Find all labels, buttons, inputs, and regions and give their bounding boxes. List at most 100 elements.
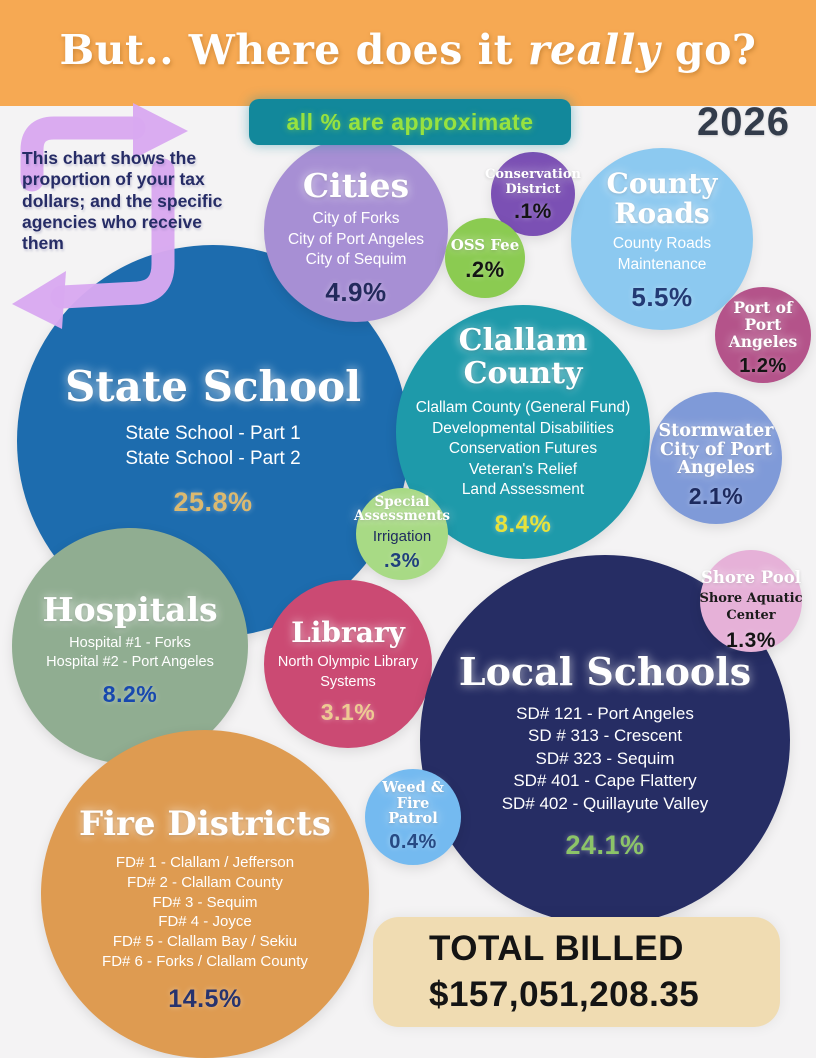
bubble-content: Hospitals Hospital #1 - Forks Hospital #2 … (42, 589, 218, 709)
bubble-subagency: Developmental Disabilities (432, 419, 614, 437)
intro-text: This chart shows the proportion of your … (22, 148, 223, 254)
bubble-title: Stormwater City of Port Angeles (658, 420, 774, 479)
bubble-title: State School (64, 361, 362, 411)
bubble-title: Hospitals (42, 589, 218, 629)
bubble-subagency: FD# 1 - Clallam / Jefferson (115, 853, 295, 871)
bubble-conservation-district: Conservation District .1% (485, 152, 581, 236)
bubble-title: Special Assessments (354, 493, 450, 525)
bubble-content: Shore Pool Shore Aquatic Center 1.3% (699, 569, 802, 652)
bubble-subagency: Hospital #2 - Port Angeles (46, 654, 214, 671)
bubble-content: Conservation District .1% (485, 168, 581, 223)
bubble-content: Local Schools SD# 121 - Port Angeles SD # … (459, 651, 751, 861)
bubble-subagency: Conservation Futures (448, 440, 598, 458)
bubble-subagency: Systems (320, 673, 376, 690)
bubble-subagency: Veteran's Relief (468, 460, 578, 478)
bubble-subagency-list: FD# 1 - Clallam / Jefferson FD# 2 - Clall… (102, 853, 308, 972)
bubble-subagency: FD# 6 - Forks / Clallam County (102, 952, 308, 970)
bubble-percentage: .2% (465, 256, 505, 282)
bubble-fire-districts: Fire Districts FD# 1 - Clallam / Jefferso… (41, 730, 369, 1058)
bubble-percentage: 8.2% (102, 681, 158, 708)
bubble-content: Library North Olympic Library Systems 3.1% (278, 618, 418, 725)
total-billed-label: TOTAL BILLED (429, 928, 684, 968)
bubble-title: Shore Pool (700, 568, 802, 588)
bubble-title: Conservation District (485, 167, 581, 197)
bubble-subagency: Hospital #1 - Forks (69, 635, 191, 652)
page-title-text: But.. Where does it (59, 26, 528, 74)
bubble-subagency: City of Forks (312, 210, 400, 228)
bubble-subagency-list: SD# 121 - Port Angeles SD # 313 - Crescen… (502, 703, 709, 815)
bubble-subagency: City of Sequim (305, 251, 407, 269)
bubble-subagency: FD# 4 - Joyce (158, 913, 252, 931)
bubble-content: State School State School - Part 1 State S… (64, 361, 362, 519)
total-billed-card: TOTAL BILLED $157,051,208.35 (373, 917, 780, 1027)
total-billed-amount: $157,051,208.35 (429, 975, 700, 1014)
bubble-content: County Roads County Roads Maintenance 5.5% (606, 166, 718, 313)
page-title-italic: really (527, 26, 661, 74)
bubble-subagency-list: Clallam County (General Fund) Development… (416, 398, 631, 500)
bubble-subagency: Maintenance (617, 255, 707, 273)
bubble-content: Clallam County Clallam County (General Fun… (416, 325, 631, 538)
bubble-subagency: Shore Aquatic (699, 591, 803, 607)
bubble-content: Stormwater City of Port Angeles 2.1% (658, 420, 774, 511)
bubble-subagency: SD # 313 - Crescent (527, 726, 682, 746)
bubble-stormwater: Stormwater City of Port Angeles 2.1% (650, 392, 782, 524)
bubble-title: Fire Districts (78, 804, 332, 845)
bubble-special-assessments: Special Assessments Irrigation .3% (354, 488, 450, 580)
bubble-hospitals: Hospitals Hospital #1 - Forks Hospital #2 … (12, 528, 248, 764)
bubble-percentage: 14.5% (168, 984, 242, 1013)
note-badge: all % are approximate (249, 99, 571, 145)
bubble-subagency-list: Irrigation (373, 527, 431, 547)
bubble-content: Special Assessments Irrigation .3% (354, 493, 450, 574)
bubble-county-roads: County Roads County Roads Maintenance 5.5% (571, 148, 753, 330)
bubble-content: Cities City of Forks City of Port Angeles C… (288, 165, 424, 309)
bubble-title: Clallam County (458, 323, 588, 391)
bubble-shore-pool: Shore Pool Shore Aquatic Center 1.3% (699, 550, 803, 652)
bubble-percentage: 3.1% (320, 698, 376, 725)
bubble-subagency: SD# 323 - Sequim (535, 748, 675, 768)
bubble-content: Fire Districts FD# 1 - Clallam / Jefferso… (79, 806, 331, 1014)
bubble-subagency: SD# 121 - Port Angeles (516, 703, 694, 723)
page-title-suffix: go? (660, 26, 757, 74)
bubble-title: Library (291, 616, 405, 650)
bubble-subagency-list: State School - Part 1 State School - Part… (125, 421, 300, 471)
bubble-subagency-list: Shore Aquatic Center (699, 590, 802, 624)
bubble-subagency: North Olympic Library (277, 654, 419, 671)
bubble-weed-fire-patrol: Weed & Fire Patrol 0.4% (365, 769, 461, 865)
bubble-cities: Cities City of Forks City of Port Angeles C… (264, 138, 448, 322)
bubble-subagency: SD# 402 - Quillayute Valley (501, 793, 709, 813)
bubble-local-schools: Local Schools SD# 121 - Port Angeles SD # … (420, 555, 790, 925)
bubble-subagency: County Roads (612, 235, 712, 253)
bubble-content: Weed & Fire Patrol 0.4% (365, 780, 461, 854)
bubble-oss-fee: OSS Fee .2% (445, 218, 525, 298)
bubble-percentage: .3% (384, 550, 420, 573)
bubble-subagency: State School - Part 1 (125, 423, 301, 445)
bubble-subagency: City of Port Angeles (287, 230, 425, 248)
bubble-content: Port of Port Angeles 1.2% (729, 300, 797, 377)
bubble-subagency: FD# 3 - Sequim (152, 893, 258, 911)
header-banner: But.. Where does it really go? (0, 0, 816, 106)
bubble-title: County Roads (606, 166, 718, 231)
bubble-percentage: 25.8% (173, 487, 253, 518)
page-title: But.. Where does it really go? (0, 0, 816, 74)
bubble-subagency: FD# 5 - Clallam Bay / Sekiu (112, 933, 298, 951)
bubble-subagency-list: City of Forks City of Port Angeles City of… (288, 209, 424, 270)
bubble-title: Weed & Fire Patrol (382, 779, 444, 828)
bubble-percentage: 0.4% (389, 830, 437, 853)
bubble-subagency: Irrigation (372, 527, 432, 545)
bubble-subagency-list: Hospital #1 - Forks Hospital #2 - Port An… (46, 634, 214, 672)
bubble-subagency-list: County Roads Maintenance (613, 234, 711, 275)
bubble-percentage: 2.1% (688, 483, 744, 510)
bubble-title: Cities (302, 165, 410, 205)
bubble-subagency: Land Assessment (461, 481, 585, 499)
bubble-port-of-port-angeles: Port of Port Angeles 1.2% (715, 287, 811, 383)
bubble-title: OSS Fee (450, 236, 520, 255)
bubble-subagency: FD# 2 - Clallam County (127, 873, 283, 891)
bubble-percentage: 1.2% (739, 354, 787, 377)
bubble-percentage: 8.4% (494, 510, 552, 538)
bubble-subagency: State School - Part 2 (125, 448, 301, 470)
bubble-percentage: 24.1% (565, 830, 645, 861)
bubble-subagency: SD# 401 - Cape Flattery (513, 771, 697, 791)
bubble-library: Library North Olympic Library Systems 3.1% (264, 580, 432, 748)
bubble-subagency: Center (726, 608, 776, 624)
